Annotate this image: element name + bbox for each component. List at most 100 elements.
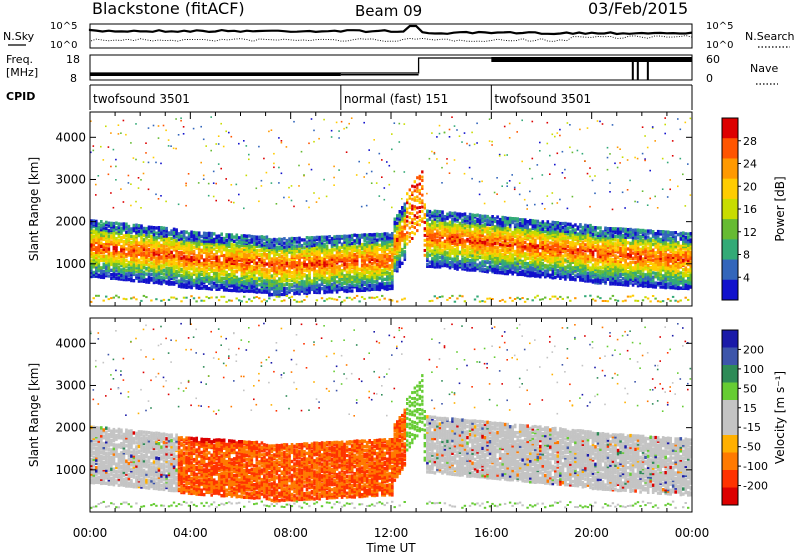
heatmap-cell bbox=[268, 255, 271, 259]
heatmap-cell bbox=[120, 228, 123, 232]
heatmap-cell bbox=[350, 277, 354, 281]
heatmap-cell bbox=[518, 221, 522, 226]
heatmap-cell bbox=[501, 298, 504, 301]
heatmap-cell bbox=[458, 214, 462, 218]
heatmap-cell bbox=[411, 225, 414, 228]
heatmap-cell bbox=[120, 270, 123, 274]
heatmap-cell bbox=[443, 258, 447, 262]
heatmap-cell bbox=[225, 261, 228, 266]
heatmap-cell bbox=[358, 279, 361, 283]
heatmap-cell bbox=[162, 265, 166, 269]
heatmap-cell bbox=[544, 271, 547, 276]
heatmap-cell bbox=[177, 284, 181, 288]
heatmap-cell bbox=[288, 244, 291, 248]
heatmap-cell bbox=[280, 268, 284, 272]
heatmap-cell bbox=[303, 280, 306, 284]
heatmap-cell bbox=[132, 244, 136, 248]
heatmap-cell bbox=[147, 234, 151, 238]
heatmap-cell bbox=[233, 271, 236, 276]
heatmap-cell bbox=[192, 246, 196, 250]
heatmap-cell bbox=[446, 230, 449, 234]
heatmap-cell bbox=[130, 276, 133, 280]
heatmap-cell bbox=[421, 170, 424, 174]
heatmap-cell bbox=[478, 193, 481, 196]
heatmap-cell bbox=[275, 260, 279, 264]
heatmap-cell bbox=[353, 283, 356, 287]
heatmap-cell bbox=[498, 254, 502, 258]
heatmap-cell bbox=[295, 250, 299, 254]
heatmap-cell bbox=[468, 247, 472, 251]
heatmap-cell bbox=[323, 178, 325, 181]
freq-frame bbox=[89, 54, 693, 81]
heatmap-cell bbox=[486, 260, 489, 265]
heatmap-cell bbox=[305, 280, 309, 284]
heatmap-cell bbox=[222, 145, 225, 148]
heatmap-cell bbox=[503, 218, 507, 222]
heatmap-cell bbox=[152, 250, 156, 254]
nsky-label: N.Sky bbox=[3, 30, 35, 43]
heatmap-cell bbox=[330, 236, 334, 241]
heatmap-cell bbox=[310, 287, 314, 292]
heatmap-cell bbox=[110, 192, 112, 194]
heatmap-cell bbox=[273, 237, 276, 242]
heatmap-cell bbox=[461, 237, 464, 241]
heatmap-cell bbox=[355, 258, 359, 263]
heatmap-cell bbox=[95, 231, 98, 235]
heatmap-cell bbox=[471, 219, 474, 223]
heatmap-cell bbox=[491, 237, 494, 242]
heatmap-cell bbox=[248, 251, 251, 255]
heatmap-cell bbox=[549, 245, 552, 249]
heatmap-cell bbox=[468, 258, 472, 263]
heatmap-cell bbox=[503, 262, 507, 266]
heatmap-cell bbox=[132, 258, 136, 262]
heatmap-cell bbox=[373, 240, 376, 244]
heatmap-cell bbox=[458, 235, 462, 239]
heatmap-cell bbox=[200, 234, 203, 239]
heatmap-cell bbox=[200, 241, 203, 245]
heatmap-cell bbox=[175, 273, 178, 278]
heatmap-cell bbox=[137, 264, 141, 268]
heatmap-cell bbox=[125, 268, 128, 272]
heatmap-cell bbox=[468, 235, 472, 239]
heatmap-cell bbox=[508, 236, 512, 240]
heatmap-cell bbox=[130, 250, 133, 254]
heatmap-cell bbox=[288, 278, 291, 283]
heatmap-cell bbox=[383, 253, 387, 257]
heatmap-cell bbox=[228, 284, 231, 288]
heatmap-cell bbox=[260, 239, 264, 243]
heatmap-cell bbox=[112, 263, 116, 268]
heatmap-cell bbox=[463, 239, 467, 243]
heatmap-cell bbox=[456, 217, 459, 221]
heatmap-cell bbox=[180, 277, 183, 282]
heatmap-cell bbox=[275, 270, 279, 274]
heatmap-cell bbox=[197, 259, 201, 264]
heatmap-cell bbox=[498, 233, 502, 237]
heatmap-cell bbox=[338, 286, 341, 290]
heatmap-cell bbox=[353, 253, 356, 257]
heatmap-cell bbox=[210, 239, 213, 244]
heatmap-cell bbox=[142, 277, 146, 281]
heatmap-cell bbox=[441, 260, 444, 264]
heatmap-cell bbox=[383, 238, 387, 242]
heatmap-cell bbox=[97, 264, 101, 268]
heatmap-cell bbox=[453, 266, 457, 270]
heatmap-cell bbox=[100, 248, 103, 253]
heatmap-cell bbox=[215, 241, 218, 245]
heatmap-cell bbox=[100, 232, 103, 236]
heatmap-cell bbox=[431, 240, 434, 244]
heatmap-cell bbox=[478, 233, 482, 237]
heatmap-cell bbox=[473, 222, 477, 227]
heatmap-cell bbox=[508, 260, 512, 265]
heatmap-cell bbox=[463, 256, 467, 260]
heatmap-cell bbox=[268, 274, 271, 278]
heatmap-cell bbox=[539, 238, 542, 242]
heatmap-cell bbox=[172, 281, 176, 285]
heatmap-cell bbox=[295, 300, 299, 303]
heatmap-cell bbox=[436, 158, 438, 160]
heatmap-cell bbox=[310, 267, 314, 272]
heatmap-cell bbox=[416, 215, 419, 219]
heatmap-cell bbox=[107, 298, 110, 301]
heatmap-cell bbox=[476, 217, 479, 222]
heatmap-cell bbox=[300, 286, 304, 290]
heatmap-cell bbox=[142, 275, 146, 279]
